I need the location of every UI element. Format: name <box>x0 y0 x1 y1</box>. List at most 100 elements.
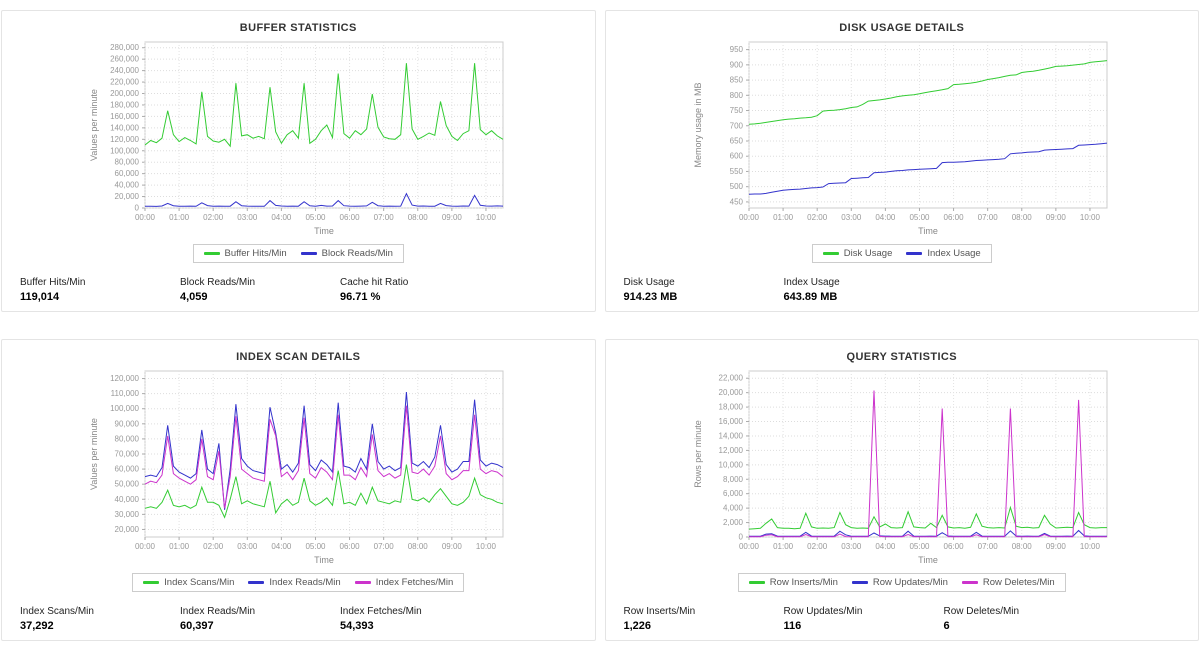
chart-legend: Disk Usage Index Usage <box>811 244 992 263</box>
stats-row: Row Inserts/Min 1,226 Row Updates/Min 11… <box>624 606 1104 632</box>
disk-usage-details-chart[interactable]: 450 500 550 600 650 700 750 800 850 900 950 00:00 01… <box>687 34 1117 242</box>
svg-text:110,000: 110,000 <box>111 389 140 398</box>
stat: Row Deletes/Min 6 <box>944 606 1104 632</box>
svg-text:04:00: 04:00 <box>272 542 293 551</box>
svg-text:100,000: 100,000 <box>110 404 139 413</box>
svg-text:04:00: 04:00 <box>272 213 293 222</box>
legend-label: Buffer Hits/Min <box>224 248 287 259</box>
svg-text:09:00: 09:00 <box>1046 213 1067 222</box>
svg-text:180,000: 180,000 <box>110 100 139 109</box>
svg-text:09:00: 09:00 <box>442 542 463 551</box>
legend-item[interactable]: Index Reads/Min <box>248 577 341 588</box>
legend-label: Index Scans/Min <box>164 577 235 588</box>
svg-text:260,000: 260,000 <box>110 55 139 64</box>
stat-label: Index Fetches/Min <box>340 606 422 617</box>
svg-text:850: 850 <box>729 76 743 85</box>
svg-text:160,000: 160,000 <box>110 112 139 121</box>
index-scan-details-chart[interactable]: 20,000 30,000 40,000 50,000 60,000 70,000 80,0… <box>83 363 513 571</box>
svg-text:01:00: 01:00 <box>169 213 190 222</box>
svg-text:00:00: 00:00 <box>739 542 760 551</box>
svg-text:07:00: 07:00 <box>977 213 998 222</box>
svg-text:280,000: 280,000 <box>110 43 139 52</box>
legend-swatch <box>906 252 923 255</box>
stat-value: 116 <box>783 620 802 632</box>
stat-value: 643.89 MB <box>783 291 838 303</box>
svg-text:650: 650 <box>729 136 743 145</box>
svg-text:100,000: 100,000 <box>110 146 139 155</box>
legend-item[interactable]: Buffer Hits/Min <box>203 248 287 259</box>
svg-text:90,000: 90,000 <box>115 419 140 428</box>
svg-text:600: 600 <box>729 152 743 161</box>
svg-text:03:00: 03:00 <box>841 542 862 551</box>
row-inserts-min-line <box>748 505 1107 530</box>
panel-buffer-statistics: BUFFER STATISTICS 0 20,000 40,000 60,000 80,… <box>1 10 596 312</box>
legend-label: Index Reads/Min <box>269 577 341 588</box>
legend-item[interactable]: Index Fetches/Min <box>354 577 453 588</box>
panel-disk-usage-details: DISK USAGE DETAILS 450 500 550 600 650 700 750… <box>604 10 1199 312</box>
svg-text:07:00: 07:00 <box>977 542 998 551</box>
legend-item[interactable]: Block Reads/Min <box>300 248 393 259</box>
svg-text:60,000: 60,000 <box>115 169 140 178</box>
index-fetches-min-line <box>145 405 504 509</box>
svg-text:80,000: 80,000 <box>115 158 140 167</box>
legend-item[interactable]: Index Scans/Min <box>143 577 234 588</box>
legend-swatch <box>203 252 220 255</box>
svg-text:08:00: 08:00 <box>1011 542 1032 551</box>
svg-text:10:00: 10:00 <box>1080 542 1101 551</box>
stat-value: 54,393 <box>340 620 374 632</box>
stat-value: 37,292 <box>20 620 54 632</box>
svg-text:10:00: 10:00 <box>1080 213 1101 222</box>
legend-swatch <box>143 581 160 584</box>
svg-text:10:00: 10:00 <box>476 542 497 551</box>
legend-item[interactable]: Row Updates/Min <box>851 577 948 588</box>
svg-text:02:00: 02:00 <box>203 213 224 222</box>
index-reads-min-line <box>145 392 504 510</box>
svg-text:00:00: 00:00 <box>135 542 156 551</box>
stat-label: Index Reads/Min <box>180 606 256 617</box>
stat: Disk Usage 914.23 MB <box>624 277 784 303</box>
svg-text:05:00: 05:00 <box>909 542 930 551</box>
stats-row: Buffer Hits/Min 119,014 Block Reads/Min … <box>20 277 500 303</box>
svg-text:50,000: 50,000 <box>115 480 140 489</box>
svg-text:70,000: 70,000 <box>115 450 140 459</box>
legend-item[interactable]: Disk Usage <box>822 248 892 259</box>
panel-index-scan-details: INDEX SCAN DETAILS 20,000 30,000 40,000 50,… <box>1 339 596 641</box>
svg-text:20,000: 20,000 <box>115 192 140 201</box>
chart-legend: Index Scans/Min Index Reads/Min Index Fetc… <box>132 573 465 592</box>
svg-text:22,000: 22,000 <box>718 374 743 383</box>
index-scans-min-line <box>145 464 504 519</box>
svg-text:16,000: 16,000 <box>718 417 743 426</box>
query-statistics-chart[interactable]: 0 2,000 4,000 6,000 8,000 10,000 12,000 14,000 1… <box>687 363 1117 571</box>
legend-swatch <box>851 581 868 584</box>
svg-text:Time: Time <box>314 555 334 565</box>
stat: Buffer Hits/Min 119,014 <box>20 277 180 303</box>
stat-label: Buffer Hits/Min <box>20 277 86 288</box>
buffer-statistics-chart[interactable]: 0 20,000 40,000 60,000 80,000 100,000 120,000 1… <box>83 34 513 242</box>
legend-swatch <box>961 581 978 584</box>
chart-legend: Row Inserts/Min Row Updates/Min Row Delete… <box>737 573 1066 592</box>
buffer-hits-min-line <box>144 63 504 148</box>
stats-row: Disk Usage 914.23 MB Index Usage 643.89 … <box>624 277 944 303</box>
legend-item[interactable]: Index Usage <box>906 248 981 259</box>
stat-label: Row Deletes/Min <box>943 606 1020 617</box>
svg-text:0: 0 <box>738 533 743 542</box>
chart-legend: Buffer Hits/Min Block Reads/Min <box>192 244 404 263</box>
svg-text:700: 700 <box>729 121 743 130</box>
svg-text:120,000: 120,000 <box>110 135 139 144</box>
svg-text:950: 950 <box>729 45 743 54</box>
svg-text:00:00: 00:00 <box>739 213 760 222</box>
svg-text:Time: Time <box>918 226 938 236</box>
svg-text:06:00: 06:00 <box>943 213 964 222</box>
legend-item[interactable]: Row Inserts/Min <box>748 577 838 588</box>
stat-label: Disk Usage <box>623 277 675 288</box>
svg-text:05:00: 05:00 <box>306 542 327 551</box>
svg-text:900: 900 <box>729 60 743 69</box>
legend-swatch <box>748 581 765 584</box>
stat-value: 96.71 % <box>340 291 381 303</box>
legend-item[interactable]: Row Deletes/Min <box>961 577 1055 588</box>
legend-label: Block Reads/Min <box>321 248 393 259</box>
svg-text:750: 750 <box>729 106 743 115</box>
stat-label: Index Usage <box>783 277 840 288</box>
svg-text:05:00: 05:00 <box>909 213 930 222</box>
svg-text:09:00: 09:00 <box>442 213 463 222</box>
